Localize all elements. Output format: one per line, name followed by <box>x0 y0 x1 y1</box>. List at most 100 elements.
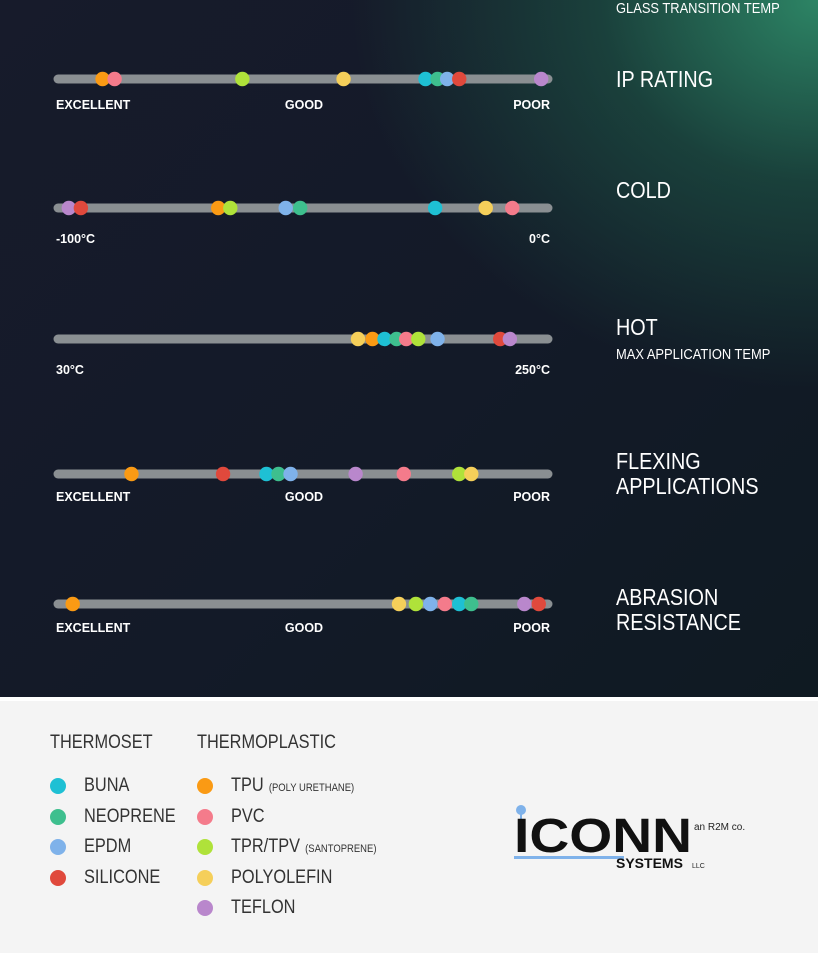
data-point-neoprene <box>271 466 286 482</box>
legend-label-text: EPDM <box>84 836 132 857</box>
data-point-polyolefin <box>350 331 366 347</box>
logo-underline <box>514 856 624 859</box>
comparison-chart: EXCELLENT GOOD POOR -100°C 0°C 30°C 250°C EXCEL… <box>53 71 553 635</box>
row-title: COLD <box>616 177 671 203</box>
data-point-teflon <box>502 331 518 347</box>
data-point-polyolefin <box>336 71 351 87</box>
legend-label-text: BUNA <box>84 775 130 796</box>
data-point-neoprene <box>292 200 308 216</box>
legend-label-text: PVC <box>231 805 265 827</box>
data-point-tpu <box>95 71 110 87</box>
scale-label-right: POOR <box>513 98 550 112</box>
data-point-polyolefin <box>391 596 407 612</box>
data-point-pvc <box>107 71 122 87</box>
legend-note: (POLY URETHANE) <box>268 782 355 794</box>
data-point-teflon <box>61 200 77 216</box>
data-point-pvc <box>399 331 414 347</box>
data-point-epdm <box>439 71 455 87</box>
logo-suffix: LLC <box>692 863 705 870</box>
scale-label-left: 30°C <box>56 363 84 377</box>
data-point-buna <box>452 596 467 612</box>
legend-label: EPDM <box>84 836 131 858</box>
row-title: HOT <box>616 314 658 340</box>
scale-label-right: 250°C <box>515 363 550 377</box>
legend-label-text: NEOPRENE <box>84 805 176 827</box>
thermoset-heading: THERMOSET <box>50 732 153 753</box>
data-point-teflon <box>517 596 532 612</box>
data-point-tprtpv <box>408 596 424 612</box>
legend-dot-icon <box>50 839 66 855</box>
legend-dot-icon <box>50 778 66 794</box>
iconn-logo: ICONN an R2M co. SYSTEMS LLC <box>514 805 745 871</box>
legend-label-text: SILICONE <box>84 866 161 888</box>
row-subtitle: GLASS TRANSITION TEMP <box>616 0 780 17</box>
data-point-pvc <box>396 466 412 482</box>
row-title: IP RATING <box>616 66 714 92</box>
row-title: FLEXING <box>616 448 701 474</box>
data-point-tprtpv <box>235 71 250 87</box>
thermoplastic-heading: THERMOPLASTIC <box>197 732 336 753</box>
data-point-epdm <box>423 596 438 612</box>
legend-label: TEFLON <box>231 897 295 919</box>
legend-label: SILICONE <box>84 867 160 889</box>
data-point-teflon <box>533 71 549 87</box>
legend-label: POLYOLEFIN <box>231 867 332 889</box>
logo-tagline: an R2M co. <box>694 822 745 833</box>
scale-label-left: -100°C <box>56 232 95 246</box>
legend-dot-icon <box>50 808 66 825</box>
data-point-tprtpv <box>411 331 426 347</box>
data-point-tpu <box>124 466 139 482</box>
scale-label-right: 0°C <box>529 232 550 246</box>
legend-dot-icon <box>197 869 213 886</box>
data-point-buna <box>427 200 443 216</box>
legend-note: (SANTOPRENE) <box>305 843 377 855</box>
data-point-epdm <box>430 331 445 347</box>
scale-label-left: EXCELLENT <box>56 98 131 112</box>
data-point-polyolefin <box>478 200 493 216</box>
data-point-silicone <box>531 596 546 612</box>
data-point-silicone <box>73 200 89 216</box>
legend-dot-icon <box>50 869 66 886</box>
scale-label-mid: GOOD <box>285 98 323 112</box>
comparison-panel: EXCELLENT GOOD POOR -100°C 0°C 30°C 250°C EXCEL… <box>0 0 818 697</box>
legend-label: PVC <box>231 806 265 828</box>
legend-label-text: TPR/TPV <box>231 836 301 857</box>
legend-label: BUNA <box>84 775 129 797</box>
data-point-silicone <box>215 466 231 482</box>
legend-label: NEOPRENE <box>84 806 176 828</box>
row-title: APPLICATIONS <box>616 473 759 499</box>
legend-label: TPR/TPV (SANTOPRENE) <box>231 836 376 858</box>
data-point-tpu <box>211 200 226 216</box>
scale-label-mid: GOOD <box>285 621 323 635</box>
legend-dot-icon <box>197 839 213 855</box>
data-point-pvc <box>437 596 452 612</box>
data-point-buna <box>377 331 392 347</box>
legend-label-text: TEFLON <box>231 897 296 918</box>
data-point-silicone <box>452 71 467 87</box>
data-point-tprtpv <box>223 200 238 216</box>
logo-subtext: SYSTEMS <box>616 855 683 871</box>
data-point-neoprene <box>464 596 479 612</box>
data-point-teflon <box>348 466 363 482</box>
scale-label-right: POOR <box>513 621 550 635</box>
logo-wordmark: ICONN <box>514 810 692 863</box>
legend-dot-icon <box>197 900 213 916</box>
data-point-buna <box>259 466 274 482</box>
data-point-tprtpv <box>452 466 467 482</box>
legend-label: TPU (POLY URETHANE) <box>231 775 354 797</box>
data-point-epdm <box>278 200 293 216</box>
legend-panel <box>0 701 818 953</box>
legend-label-text: POLYOLEFIN <box>231 866 333 888</box>
scale-label-mid: GOOD <box>285 490 323 504</box>
scale-label-right: POOR <box>513 490 550 504</box>
row-title: RESISTANCE <box>616 609 741 635</box>
data-point-pvc <box>505 200 520 216</box>
data-point-tpu <box>365 331 380 347</box>
data-point-tpu <box>65 596 80 612</box>
row-title: ABRASION <box>616 584 719 610</box>
data-point-polyolefin <box>464 466 479 482</box>
data-point-epdm <box>283 466 298 482</box>
data-point-buna <box>418 71 433 87</box>
scale-label-left: EXCELLENT <box>56 621 131 635</box>
scale-label-left: EXCELLENT <box>56 490 131 504</box>
